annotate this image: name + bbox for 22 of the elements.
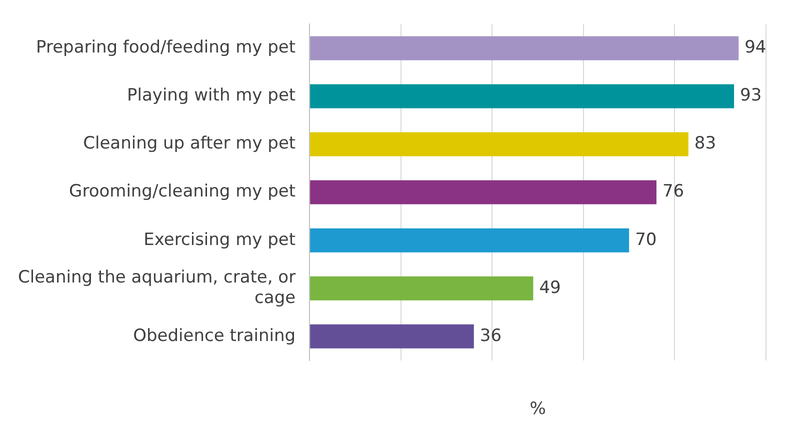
data-label: 36 bbox=[480, 326, 502, 346]
bar bbox=[310, 180, 656, 204]
y-tick-label: Preparing food/feeding my pet bbox=[36, 38, 296, 58]
y-tick-label: Exercising my pet bbox=[144, 230, 296, 250]
bar bbox=[310, 324, 474, 348]
bar bbox=[310, 84, 734, 108]
y-tick-label: Cleaning up after my pet bbox=[83, 134, 296, 154]
data-label: 76 bbox=[662, 182, 684, 202]
data-label: 70 bbox=[635, 230, 657, 250]
bar bbox=[310, 228, 630, 252]
y-tick-label: Cleaning the aquarium, crate, or cage bbox=[18, 268, 296, 308]
bar bbox=[310, 132, 688, 156]
x-axis-title: % bbox=[530, 399, 546, 420]
data-label: 83 bbox=[694, 134, 716, 154]
bar bbox=[310, 276, 534, 300]
y-tick-label: Grooming/cleaning my pet bbox=[69, 182, 296, 202]
data-label: 94 bbox=[744, 38, 766, 58]
data-label: 49 bbox=[539, 278, 561, 298]
bar bbox=[310, 36, 739, 60]
data-label: 93 bbox=[740, 86, 762, 106]
y-tick-label: Obedience training bbox=[133, 326, 296, 346]
y-tick-label: Playing with my pet bbox=[127, 86, 296, 106]
